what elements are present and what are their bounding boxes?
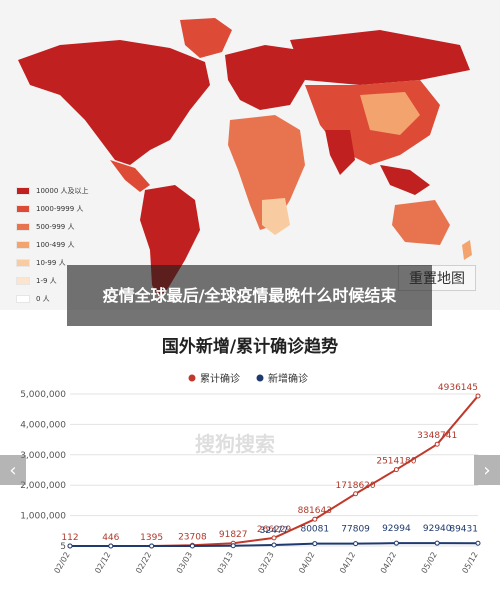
data-label: 89431 xyxy=(449,524,478,534)
world-map[interactable]: 10000 人及以上 1000-9999 人 500-999 人 100-499… xyxy=(0,0,500,310)
data-point xyxy=(67,543,73,549)
data-point xyxy=(353,541,359,547)
map-region-europe xyxy=(225,45,305,110)
data-point xyxy=(108,543,114,549)
data-label: 23708 xyxy=(178,532,207,542)
y-tick-label: 1,000,000 xyxy=(20,512,66,522)
legend-label: 10000 人及以上 xyxy=(36,187,89,195)
legend-item[interactable]: 100-499 人 xyxy=(16,237,89,253)
sogou-watermark: 搜狗搜索 xyxy=(195,432,275,456)
legend-swatch xyxy=(16,241,30,249)
y-tick-label: 2,000,000 xyxy=(20,481,66,491)
legend-label: 500-999 人 xyxy=(36,223,75,231)
data-label: 446 xyxy=(102,533,119,543)
map-region-se-asia xyxy=(380,165,430,195)
data-label: 112 xyxy=(61,533,78,543)
chart-title: 国外新增/累计确诊趋势 xyxy=(161,337,339,357)
legend-swatch xyxy=(16,223,30,231)
data-point xyxy=(271,535,277,541)
data-point xyxy=(434,441,440,447)
y-tick-label: 5,000,000 xyxy=(20,390,66,400)
map-region-russia xyxy=(290,30,470,85)
map-region-greenland xyxy=(180,18,232,58)
data-label: 80081 xyxy=(300,525,329,535)
legend-swatch xyxy=(16,277,30,285)
data-point xyxy=(475,393,481,399)
chart-legend-label: 累计确诊 xyxy=(200,372,240,385)
legend-item[interactable]: 0 人 xyxy=(16,291,89,307)
legend-marker xyxy=(256,374,264,382)
data-label: 2514180 xyxy=(376,457,416,467)
x-tick-label: 03/03 xyxy=(175,551,194,575)
x-tick-label: 03/23 xyxy=(256,551,275,575)
legend-label: 0 人 xyxy=(36,295,50,303)
data-point xyxy=(230,543,236,549)
data-label: 92994 xyxy=(382,524,411,534)
map-region-australia xyxy=(392,200,450,245)
legend-item[interactable]: 1-9 人 xyxy=(16,273,89,289)
map-region-central-america xyxy=(110,160,150,192)
map-region-india xyxy=(325,130,355,175)
data-point xyxy=(149,543,155,549)
x-tick-label: 05/02 xyxy=(420,551,439,575)
cumulative-line xyxy=(69,395,479,547)
data-label: 77809 xyxy=(341,525,370,535)
data-point xyxy=(393,540,399,546)
x-tick-label: 04/22 xyxy=(379,551,398,575)
next-arrow-icon[interactable]: › xyxy=(474,455,500,485)
map-region-china xyxy=(360,92,420,135)
legend-label: 10-99 人 xyxy=(36,259,66,267)
map-region-africa xyxy=(228,115,305,230)
chart-svg: 累计确诊 新增确诊 5,000,000 4,000,000 3,000,000 2,000… xyxy=(20,372,481,575)
prev-arrow-icon[interactable]: ‹ xyxy=(0,455,26,485)
legend-label: 1-9 人 xyxy=(36,277,57,285)
map-legend: 10000 人及以上 1000-9999 人 500-999 人 100-499… xyxy=(16,183,89,309)
data-point xyxy=(271,542,277,548)
trend-chart: 国外新增/累计确诊趋势 累计确诊 新增确诊 5,000,000 4,000,000 3,… xyxy=(0,326,500,589)
legend-swatch xyxy=(16,205,30,213)
data-point xyxy=(312,516,318,522)
legend-swatch xyxy=(16,295,30,303)
x-tick-label: 02/22 xyxy=(134,551,153,575)
x-tick-label: 05/12 xyxy=(460,551,479,575)
data-point xyxy=(475,540,481,546)
data-label: 3348741 xyxy=(417,431,457,441)
legend-item[interactable]: 10-99 人 xyxy=(16,255,89,271)
data-label: 4936145 xyxy=(438,383,478,393)
data-label: 1395 xyxy=(140,533,163,543)
y-tick-label: 4,000,000 xyxy=(20,420,66,430)
legend-item[interactable]: 10000 人及以上 xyxy=(16,183,89,199)
x-tick-label: 02/12 xyxy=(93,551,112,575)
article-title: 疫情全球最后/全球疫情最晚什么时候结束 xyxy=(102,285,397,305)
data-point xyxy=(393,467,399,473)
data-label: 91827 xyxy=(219,530,248,540)
map-region-africa-south xyxy=(262,198,290,235)
x-tick-label: 02/02 xyxy=(52,551,71,575)
data-label: 881643 xyxy=(298,506,332,516)
data-point xyxy=(434,540,440,546)
data-label: 266229 xyxy=(257,525,292,535)
map-region-new-zealand xyxy=(462,240,472,260)
x-tick-label: 04/02 xyxy=(297,551,316,575)
legend-item[interactable]: 500-999 人 xyxy=(16,219,89,235)
map-region-north-america xyxy=(18,40,210,165)
y-tick-label: 3,000,000 xyxy=(20,451,66,461)
data-point xyxy=(189,543,195,549)
data-label: 32477 xyxy=(260,526,289,536)
data-point xyxy=(312,541,318,547)
data-label: 1718620 xyxy=(336,481,376,491)
article-title-overlay[interactable]: 疫情全球最后/全球疫情最晚什么时候结束 xyxy=(67,265,432,326)
legend-label: 1000-9999 人 xyxy=(36,205,84,213)
legend-marker xyxy=(188,374,196,382)
legend-swatch xyxy=(16,187,30,195)
legend-label: 100-499 人 xyxy=(36,241,75,249)
chart-legend-label: 新增确诊 xyxy=(268,372,308,385)
data-point xyxy=(353,491,359,497)
x-tick-label: 03/13 xyxy=(216,551,235,575)
y-tick-label: 5 xyxy=(60,542,66,552)
legend-swatch xyxy=(16,259,30,267)
data-label: 92940 xyxy=(423,524,452,534)
x-tick-label: 04/12 xyxy=(338,551,357,575)
legend-item[interactable]: 1000-9999 人 xyxy=(16,201,89,217)
